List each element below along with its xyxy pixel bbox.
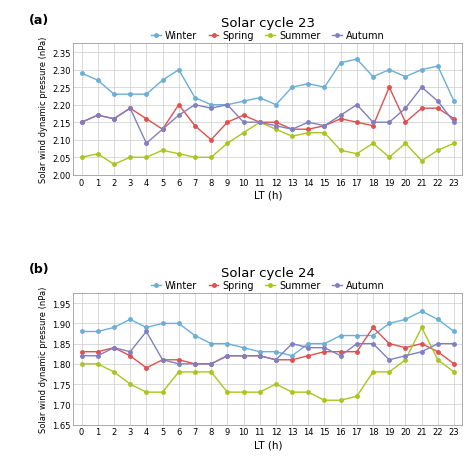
Y-axis label: Solar wind dynamic pressure (nPa): Solar wind dynamic pressure (nPa) bbox=[39, 37, 48, 183]
Legend: Winter, Spring, Summer, Autumn: Winter, Spring, Summer, Autumn bbox=[147, 277, 388, 294]
X-axis label: LT (h): LT (h) bbox=[254, 439, 282, 449]
Text: (a): (a) bbox=[29, 13, 49, 27]
Text: (b): (b) bbox=[29, 263, 49, 276]
Y-axis label: Solar wind dynamic pressure (nPa): Solar wind dynamic pressure (nPa) bbox=[39, 286, 48, 432]
Text: Solar cycle 23: Solar cycle 23 bbox=[221, 17, 315, 30]
Legend: Winter, Spring, Summer, Autumn: Winter, Spring, Summer, Autumn bbox=[147, 28, 388, 45]
X-axis label: LT (h): LT (h) bbox=[254, 190, 282, 200]
Text: Solar cycle 24: Solar cycle 24 bbox=[221, 266, 315, 279]
